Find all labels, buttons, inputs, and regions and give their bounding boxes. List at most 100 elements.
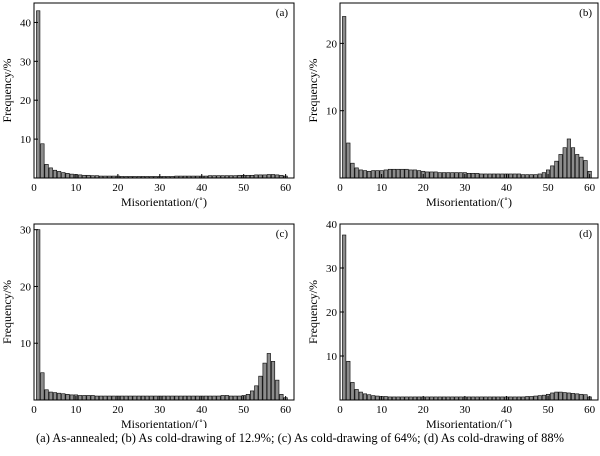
y-axis-label: Frequency/% xyxy=(306,280,320,344)
panel-label: (c) xyxy=(276,228,289,240)
figure: 0 10 20 30 40 50 60 10 20 30 40 (a) Misorientation/(… xyxy=(0,2,599,428)
histogram-bar xyxy=(441,172,447,179)
histogram-bar xyxy=(570,147,576,179)
histogram-bar xyxy=(550,392,555,401)
x-tick-label: 20 xyxy=(418,182,430,194)
y-tick-label: 30 xyxy=(20,225,32,237)
plot-frame xyxy=(33,223,295,401)
histogram-bar xyxy=(554,391,559,401)
histogram-bar xyxy=(233,395,238,401)
histogram-bar xyxy=(350,382,355,401)
histogram-bar xyxy=(216,395,221,401)
histogram-bar xyxy=(471,172,476,179)
x-tick-label: 30 xyxy=(154,404,166,416)
histogram-bar xyxy=(358,391,363,401)
histogram-bar xyxy=(529,396,534,401)
histogram-bar xyxy=(412,169,417,179)
histogram-bar xyxy=(387,168,392,179)
histogram-bar xyxy=(362,393,367,401)
histogram-bar xyxy=(425,171,430,179)
histogram-bar xyxy=(275,379,280,401)
x-tick-label: 60 xyxy=(280,404,292,416)
histogram-bar xyxy=(367,394,372,401)
histogram-bar xyxy=(94,395,99,401)
histogram-bar xyxy=(124,395,129,401)
histogram-bar xyxy=(350,162,355,179)
histogram-bar xyxy=(437,172,442,179)
histogram-bar xyxy=(529,174,534,179)
histogram-bar xyxy=(69,173,74,179)
histogram-bar xyxy=(375,395,380,401)
x-tick-label: 30 xyxy=(154,182,166,194)
histogram-bar xyxy=(342,16,347,179)
histogram-bar xyxy=(383,169,388,179)
histogram-bar xyxy=(475,172,480,179)
histogram-bar xyxy=(132,395,137,401)
chart-panel-4: 0 10 20 30 40 50 60 10 20 30 40 (d) Misorientation/(… xyxy=(306,219,599,428)
histogram-bar xyxy=(346,360,351,401)
histogram-bar xyxy=(491,173,496,179)
histogram-bar xyxy=(78,395,83,401)
y-tick-label: 30 xyxy=(326,263,338,275)
y-tick-label: 20 xyxy=(20,281,32,293)
histogram-bar xyxy=(392,168,397,179)
y-tick-label: 30 xyxy=(20,56,32,68)
histogram-bar xyxy=(250,390,255,401)
histogram-bar xyxy=(65,173,70,179)
histogram-bar xyxy=(82,395,87,401)
x-tick-label: 0 xyxy=(31,182,37,194)
histogram-bar xyxy=(562,147,567,179)
histogram-bar xyxy=(161,395,167,401)
histogram-bar xyxy=(99,395,104,401)
histogram-bar xyxy=(270,361,276,401)
x-tick-label: 50 xyxy=(543,404,555,416)
x-tick-label: 60 xyxy=(584,404,596,416)
x-tick-label: 50 xyxy=(238,404,250,416)
y-tick-label: 10 xyxy=(20,338,32,350)
histogram-bar xyxy=(566,392,571,401)
histogram-bar xyxy=(48,167,53,179)
histogram-bar xyxy=(69,394,74,401)
x-tick-label: 0 xyxy=(337,404,343,416)
histogram-bar xyxy=(375,170,380,179)
histogram-bar xyxy=(86,395,91,401)
histogram-bar xyxy=(362,170,367,179)
histogram-bar xyxy=(429,171,434,179)
histogram-bar xyxy=(107,395,112,401)
histogram-bar xyxy=(174,395,179,401)
histogram-bar xyxy=(583,394,588,401)
x-tick-label: 0 xyxy=(337,182,343,194)
histogram-bar xyxy=(254,385,259,401)
histogram-bar xyxy=(229,395,234,401)
histogram-bar xyxy=(136,395,141,401)
x-tick-label: 30 xyxy=(459,182,471,194)
histogram-bar xyxy=(396,168,401,179)
y-tick-label: 10 xyxy=(20,134,32,146)
histogram-bar xyxy=(90,395,95,401)
histogram-bar xyxy=(61,393,66,401)
histogram-bar xyxy=(149,395,154,401)
x-tick-label: 40 xyxy=(196,182,208,194)
x-tick-label: 40 xyxy=(501,182,513,194)
histogram-bar xyxy=(52,169,58,179)
histogram-bar xyxy=(417,170,422,179)
histogram-bar xyxy=(525,396,530,401)
panel-label: (b) xyxy=(579,7,592,19)
histogram-bar xyxy=(212,395,217,401)
histogram-bar xyxy=(483,173,488,179)
y-tick-label: 40 xyxy=(20,17,32,29)
histogram-bar xyxy=(575,393,580,401)
histogram-bar xyxy=(383,396,388,401)
histogram-bar xyxy=(358,169,363,179)
chart-panel-1: 0 10 20 30 40 50 60 10 20 30 40 (a) Misorientation/(… xyxy=(0,2,295,209)
histogram-bar xyxy=(279,394,284,401)
histogram-bar xyxy=(508,173,513,179)
histogram-bar xyxy=(583,160,588,179)
histogram-bar xyxy=(408,169,413,179)
histogram-bar xyxy=(512,173,517,179)
histogram-bar xyxy=(570,393,576,401)
histogram-bar xyxy=(187,395,192,401)
y-axis-label: Frequency/% xyxy=(0,59,14,123)
histogram-bar xyxy=(450,172,455,179)
plot-frame xyxy=(339,223,599,401)
